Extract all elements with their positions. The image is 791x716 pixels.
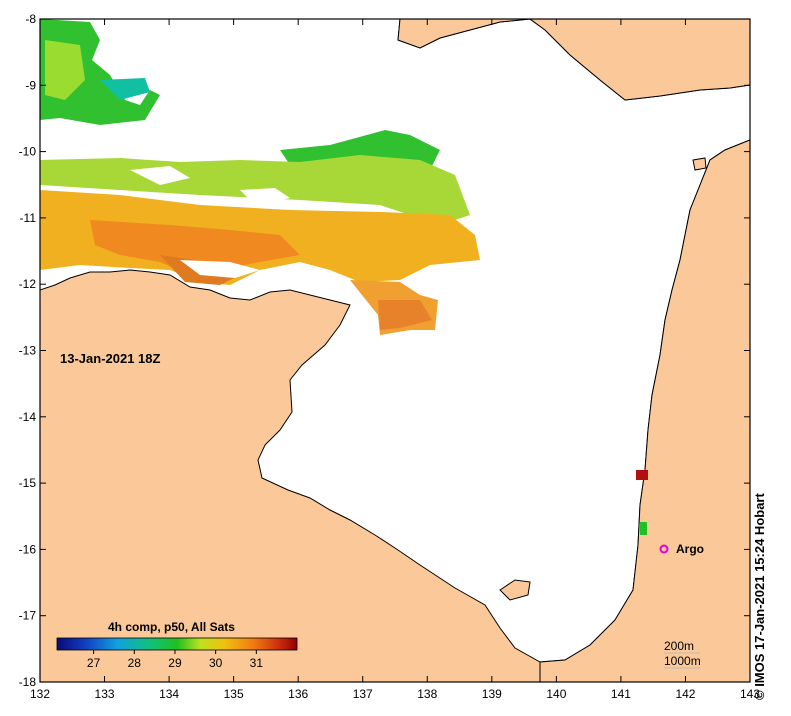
lat-tick-label: -17 [19,609,37,623]
island-gulf [499,579,531,601]
lon-tick-label: 132 [30,687,50,701]
colorbar-title: 4h comp, p50, All Sats [108,620,235,634]
colorbar-gradient [56,637,298,651]
lon-tick-label: 143 [740,687,760,701]
lat-tick-label: -15 [19,476,37,490]
lon-tick-label: 136 [288,687,308,701]
contour-legend: 200m 1000m [664,639,701,669]
cape-york [539,139,750,682]
lon-tick-label: 139 [482,687,502,701]
lon-tick-label: 141 [611,687,631,701]
lat-tick-label: -10 [19,145,37,159]
colorbar: 4h comp, p50, All Sats 27 28 29 30 31 [56,620,298,670]
lon-tick-label: 137 [353,687,373,701]
lon-tick-label: 138 [417,687,437,701]
colorbar-tick-label: 29 [168,656,182,670]
lat-tick-label: -12 [19,277,37,291]
contour-1000m: 1000m [664,654,701,668]
argo-label: Argo [676,542,704,556]
contour-200m: 200m [664,639,694,653]
lat-tick-label: -18 [19,675,37,689]
lat-tick-label: -8 [25,12,36,26]
colorbar-tick-label: 31 [250,656,264,670]
lat-tick-label: -14 [19,410,37,424]
map-axes: 132 133 134 135 136 137 138 139 140 141 142 143 -8 -9… [19,12,761,701]
lon-tick-label: 133 [95,687,115,701]
colorbar-tick-label: 30 [209,656,223,670]
lon-tick-label: 140 [546,687,566,701]
colorbar-tick-label: 27 [87,656,101,670]
sst-data [40,19,648,535]
lat-tick-label: -9 [25,78,36,92]
png-coast [397,19,750,101]
lat-tick-label: -11 [20,211,37,225]
lon-tick-label: 134 [159,687,179,701]
argo-marker: Argo [659,542,704,556]
island-ne [692,157,707,171]
lon-tick-label: 135 [224,687,244,701]
lat-tick-label: -16 [19,542,37,556]
date-label: 13-Jan-2021 18Z [60,351,161,366]
lon-tick-label: 142 [675,687,695,701]
credit-text: © IMOS 17-Jan-2021 15:24 Hobart [752,493,767,700]
colorbar-ticks: 27 28 29 30 31 [87,650,263,670]
colorbar-tick-label: 28 [128,656,142,670]
lat-tick-label: -13 [19,344,37,358]
